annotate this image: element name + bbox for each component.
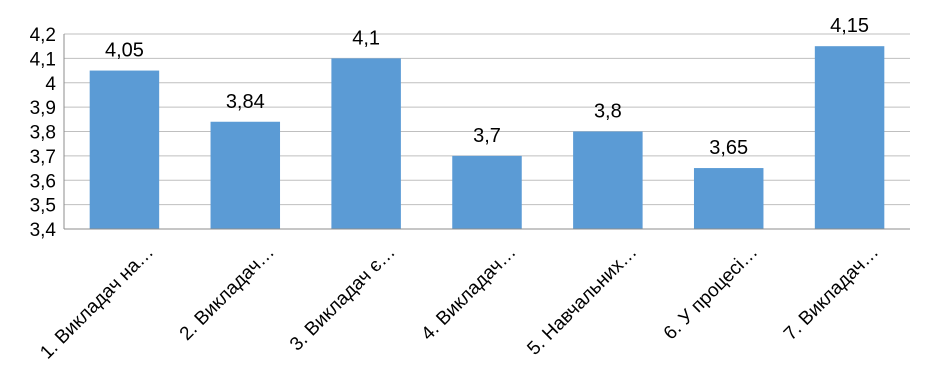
y-tick-label: 4,1 (30, 49, 56, 70)
data-label: 3,8 (594, 101, 622, 123)
data-label: 3,65 (709, 137, 748, 159)
data-label: 3,7 (473, 125, 501, 147)
y-tick-label: 4,2 (30, 25, 56, 46)
bar (814, 46, 885, 229)
y-tick-label: 3,5 (30, 196, 56, 217)
y-tick-label: 3,7 (30, 147, 56, 168)
bar (210, 121, 281, 229)
bar (573, 131, 643, 229)
gridlines (64, 33, 910, 230)
y-tick-label: 3,8 (30, 123, 56, 144)
category-label: 7. Викладач… (780, 242, 883, 345)
axes (63, 34, 910, 230)
y-tick-label: 3,4 (30, 220, 57, 241)
y-tick-label: 4 (45, 74, 56, 95)
category-label: 5. Навчальних… (524, 242, 642, 360)
category-labels: 1. Викладач на… 2. Викладач… 3. Викладач є… (36, 242, 883, 364)
y-axis-tick-labels: 3,4 3,5 3,6 3,7 3,8 3,9 4 4,1 4,2 (30, 25, 57, 241)
category-label: 3. Викладач є… (286, 242, 400, 356)
bars (89, 46, 885, 229)
y-tick-label: 3,6 (30, 171, 56, 192)
category-label: 1. Викладач на… (36, 242, 158, 364)
y-tick-label: 3,9 (30, 98, 56, 119)
category-label: 4. Викладач… (417, 242, 520, 345)
bar (693, 168, 764, 229)
data-label: 4,05 (105, 40, 144, 62)
data-labels: 4,05 3,84 4,1 3,7 3,8 3,65 4,15 (105, 15, 869, 159)
data-label: 4,15 (830, 15, 869, 37)
bar (452, 155, 522, 229)
category-label: 6. У процесі… (660, 242, 762, 344)
bar (89, 70, 160, 229)
bar (331, 58, 401, 229)
data-label: 4,1 (352, 27, 380, 49)
data-label: 3,84 (226, 91, 265, 113)
category-label: 2. Викладач… (176, 242, 279, 345)
